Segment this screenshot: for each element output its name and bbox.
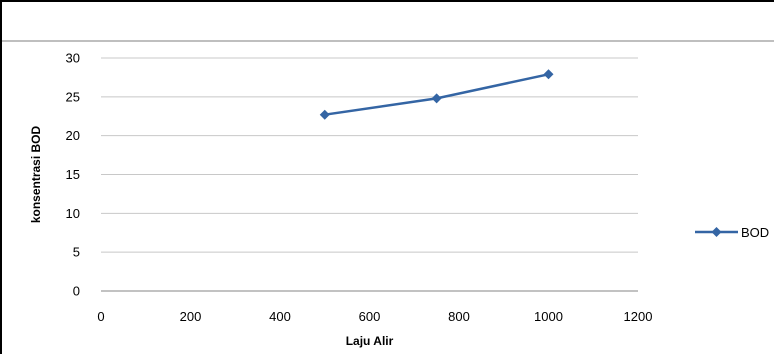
legend-marker (711, 227, 722, 237)
x-tick-label: 200 (180, 309, 202, 324)
y-tick-label: 10 (66, 206, 80, 221)
data-point (319, 109, 330, 120)
x-tick-label: 1200 (624, 309, 653, 324)
x-tick-labels: 0 200 400 600 800 1000 1200 (97, 309, 652, 324)
series-layer (319, 69, 554, 120)
x-tick-label: 0 (97, 309, 104, 324)
y-tick-label: 0 (73, 284, 80, 299)
y-tick-label: 25 (66, 89, 80, 104)
legend: BOD (695, 225, 769, 240)
y-tick-label: 5 (73, 245, 80, 260)
y-tick-label: 20 (66, 128, 80, 143)
gridlines (101, 57, 638, 292)
x-tick-label: 400 (269, 309, 291, 324)
x-tick-label: 600 (359, 309, 381, 324)
y-tick-label: 15 (66, 167, 80, 182)
y-axis-title: konsentrasi BOD (29, 125, 43, 223)
x-axis-title: Laju Alir (346, 334, 394, 348)
legend-label: BOD (741, 225, 769, 240)
x-tick-label: 800 (448, 309, 470, 324)
x-tick-label: 1000 (534, 309, 563, 324)
data-point (431, 93, 442, 104)
data-point (543, 69, 554, 80)
y-tick-label: 30 (66, 51, 80, 66)
y-tick-labels: 0 5 10 15 20 25 30 (66, 51, 80, 299)
